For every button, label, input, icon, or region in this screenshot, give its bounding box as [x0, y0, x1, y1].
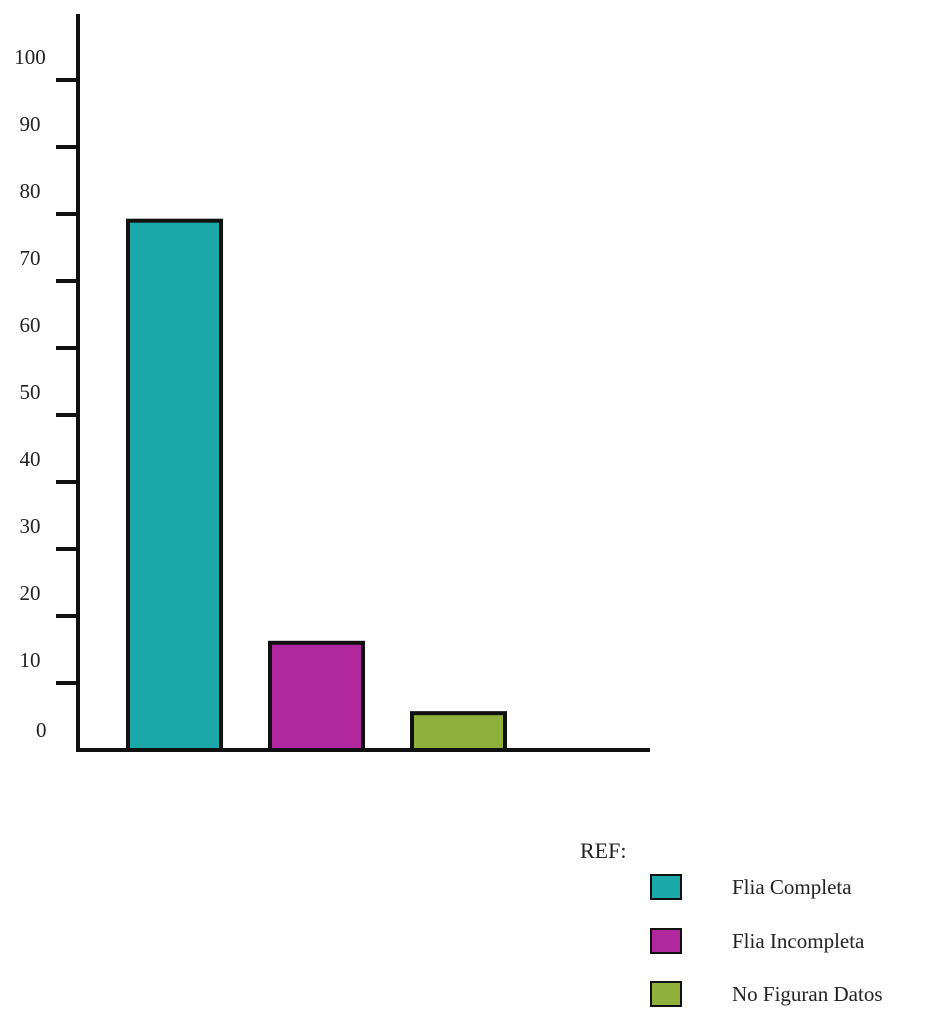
bar-flia-incompleta [268, 640, 365, 752]
legend-item-flia-incompleta: Flia Incompleta [650, 926, 864, 956]
bars [126, 218, 507, 753]
legend-swatch [650, 981, 682, 1007]
legend-swatch [650, 874, 682, 900]
y-tick-label: 30 [20, 514, 41, 538]
y-tick-label: 60 [20, 313, 41, 337]
legend-item-flia-completa: Flia Completa [650, 872, 852, 902]
y-tick-label: 80 [20, 179, 41, 203]
legend-label: Flia Incompleta [732, 928, 865, 953]
y-tick-label: 70 [20, 246, 41, 270]
y-axis-ticks: 0 10 20 30 40 50 60 70 80 90 100 [14, 45, 78, 742]
y-tick-label: 50 [20, 380, 41, 404]
legend-label: No Figuran Datos [732, 981, 883, 1006]
y-tick-label: 0 [36, 718, 47, 742]
y-tick-label: 10 [20, 648, 41, 672]
y-tick-label: 40 [20, 447, 41, 471]
legend-swatch [650, 928, 682, 954]
y-tick-label: 100 [14, 45, 46, 69]
legend-item-no-figuran-datos: No Figuran Datos [650, 979, 883, 1009]
y-tick-label: 90 [20, 112, 41, 136]
bar-flia-completa [126, 218, 223, 752]
y-tick-label: 20 [20, 581, 41, 605]
legend-title: REF: [580, 838, 627, 863]
legend-label: Flia Completa [732, 874, 852, 899]
